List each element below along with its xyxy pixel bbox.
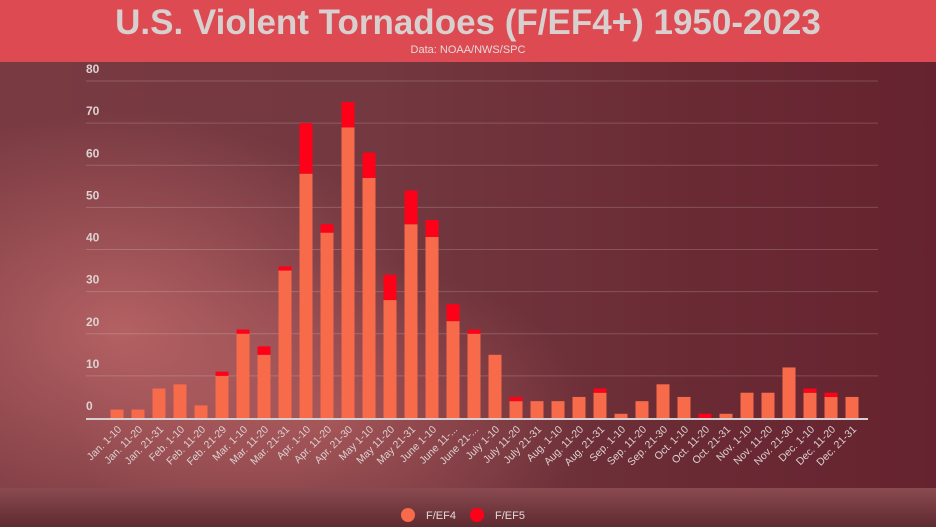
bar-f-ef5 (593, 388, 607, 393)
bar-f-ef5 (320, 224, 334, 233)
y-tick-label: 50 (86, 188, 100, 202)
bar-f-ef5 (467, 329, 481, 334)
bar-f-ef4 (173, 384, 187, 418)
y-tick-label: 20 (86, 315, 100, 329)
bar-f-ef4 (551, 401, 565, 418)
y-tick-label: 40 (86, 231, 100, 245)
title-bar: U.S. Violent Tornadoes (F/EF4+) 1950-202… (0, 0, 936, 62)
bar-f-ef5 (803, 388, 817, 393)
bar-f-ef4 (677, 396, 691, 418)
bar-f-ef4 (299, 173, 313, 418)
bar-f-ef4 (719, 413, 733, 418)
bar-f-ef4 (845, 396, 859, 418)
bar-f-ef5 (446, 304, 460, 322)
bar-f-ef5 (341, 102, 355, 128)
bar-f-ef4 (362, 177, 376, 418)
bar-f-ef4 (467, 333, 481, 418)
bar-f-ef5 (509, 396, 523, 402)
bar-f-ef4 (761, 392, 775, 418)
legend-label: F/EF5 (495, 510, 525, 522)
bar-f-ef4 (572, 396, 586, 418)
bar-f-ef5 (215, 371, 229, 376)
bar-f-ef4 (803, 392, 817, 418)
bar-f-ef4 (404, 224, 418, 418)
y-tick-label: 80 (86, 62, 100, 76)
bar-f-ef4 (278, 270, 292, 418)
bar-f-ef4 (740, 392, 754, 418)
bar-f-ef4 (488, 354, 502, 418)
bar-f-ef4 (509, 401, 523, 418)
bar-f-ef4 (236, 333, 250, 418)
bar-f-ef5 (404, 190, 418, 225)
bar-f-ef5 (698, 413, 712, 418)
bar-f-ef4 (110, 409, 124, 418)
bar-f-ef5 (425, 220, 439, 237)
bar-f-ef5 (299, 123, 313, 174)
bar-f-ef4 (530, 401, 544, 418)
bar-f-ef4 (782, 367, 796, 418)
bar-f-ef5 (362, 152, 376, 178)
bar-f-ef4 (425, 236, 439, 418)
bar-f-ef4 (257, 354, 271, 418)
y-tick-label: 0 (86, 399, 93, 413)
legend-swatch (470, 508, 484, 522)
bar-f-ef4 (131, 409, 145, 418)
bar-f-ef4 (446, 321, 460, 418)
bar-f-ef4 (824, 396, 838, 418)
bar-f-ef5 (257, 346, 271, 355)
y-tick-label: 70 (86, 104, 100, 118)
bar-f-ef5 (824, 392, 838, 397)
bar-f-ef4 (614, 413, 628, 418)
chart-title: U.S. Violent Tornadoes (F/EF4+) 1950-202… (115, 3, 821, 42)
y-tick-label: 30 (86, 273, 100, 287)
bar-f-ef5 (278, 266, 292, 271)
bar-f-ef4 (656, 384, 670, 418)
background-ground (0, 488, 936, 527)
bar-f-ef4 (320, 232, 334, 418)
bar-f-ef4 (215, 375, 229, 418)
bar-f-ef5 (383, 274, 397, 301)
bar-f-ef4 (194, 405, 208, 418)
bar-f-ef4 (152, 388, 166, 418)
y-tick-label: 60 (86, 146, 100, 160)
y-tick-label: 10 (86, 357, 100, 371)
chart-subtitle: Data: NOAA/NWS/SPC (410, 44, 526, 56)
bar-f-ef4 (593, 392, 607, 418)
bar-f-ef4 (635, 401, 649, 418)
legend-label: F/EF4 (426, 510, 456, 522)
legend-swatch (401, 508, 415, 522)
bar-f-ef5 (236, 329, 250, 334)
bar-f-ef4 (383, 300, 397, 418)
bar-f-ef4 (341, 127, 355, 419)
